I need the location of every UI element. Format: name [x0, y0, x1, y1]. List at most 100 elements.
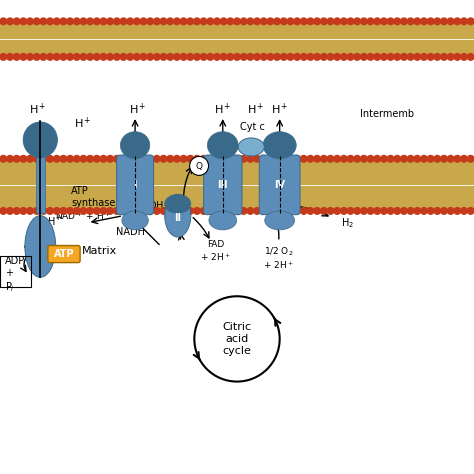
Circle shape	[267, 155, 273, 162]
Bar	[36, 156, 45, 213]
Circle shape	[387, 208, 394, 214]
Circle shape	[167, 18, 173, 25]
Circle shape	[301, 18, 307, 25]
Circle shape	[113, 208, 120, 214]
Circle shape	[214, 18, 220, 25]
Ellipse shape	[264, 211, 294, 230]
Ellipse shape	[122, 211, 148, 230]
Circle shape	[0, 54, 7, 60]
Circle shape	[381, 54, 387, 60]
Circle shape	[441, 18, 447, 25]
Circle shape	[441, 208, 447, 214]
Circle shape	[187, 208, 193, 214]
Circle shape	[140, 208, 147, 214]
Circle shape	[60, 54, 67, 60]
Circle shape	[234, 155, 240, 162]
Circle shape	[281, 155, 287, 162]
Circle shape	[281, 208, 287, 214]
Circle shape	[320, 54, 327, 60]
Text: H$^+$: H$^+$	[47, 215, 63, 228]
Circle shape	[127, 54, 134, 60]
Circle shape	[467, 155, 474, 162]
Circle shape	[394, 208, 401, 214]
Circle shape	[120, 155, 127, 162]
Circle shape	[160, 155, 167, 162]
Circle shape	[13, 155, 20, 162]
Circle shape	[434, 208, 441, 214]
Circle shape	[394, 54, 401, 60]
Circle shape	[441, 155, 447, 162]
Circle shape	[113, 18, 120, 25]
Circle shape	[387, 54, 394, 60]
Circle shape	[287, 208, 294, 214]
Circle shape	[73, 18, 80, 25]
Circle shape	[67, 54, 73, 60]
Circle shape	[160, 208, 167, 214]
Circle shape	[33, 208, 40, 214]
Circle shape	[207, 54, 214, 60]
Circle shape	[374, 54, 381, 60]
Circle shape	[454, 208, 461, 214]
Circle shape	[120, 54, 127, 60]
Circle shape	[220, 54, 227, 60]
Circle shape	[0, 208, 7, 214]
Circle shape	[247, 18, 254, 25]
Circle shape	[381, 155, 387, 162]
Text: ATP: ATP	[54, 249, 74, 259]
Circle shape	[434, 155, 441, 162]
Circle shape	[320, 155, 327, 162]
Circle shape	[461, 54, 467, 60]
Circle shape	[60, 208, 67, 214]
Circle shape	[467, 54, 474, 60]
Circle shape	[394, 155, 401, 162]
Circle shape	[40, 208, 47, 214]
Circle shape	[87, 54, 93, 60]
Text: Citric
acid
cycle: Citric acid cycle	[222, 322, 252, 356]
FancyBboxPatch shape	[48, 246, 80, 263]
Circle shape	[100, 54, 107, 60]
Circle shape	[100, 155, 107, 162]
Circle shape	[420, 54, 427, 60]
Circle shape	[247, 208, 254, 214]
Circle shape	[40, 18, 47, 25]
Circle shape	[234, 54, 240, 60]
Circle shape	[301, 155, 307, 162]
Circle shape	[180, 18, 187, 25]
Circle shape	[454, 18, 461, 25]
Circle shape	[134, 54, 140, 60]
Ellipse shape	[165, 194, 191, 213]
Circle shape	[87, 155, 93, 162]
Circle shape	[207, 155, 214, 162]
Circle shape	[201, 208, 207, 214]
Circle shape	[220, 155, 227, 162]
Circle shape	[160, 18, 167, 25]
Circle shape	[240, 54, 247, 60]
Circle shape	[267, 208, 273, 214]
Circle shape	[420, 155, 427, 162]
Circle shape	[220, 18, 227, 25]
Circle shape	[340, 208, 347, 214]
Circle shape	[7, 208, 13, 214]
Circle shape	[374, 208, 381, 214]
Circle shape	[454, 54, 461, 60]
Circle shape	[40, 155, 47, 162]
Bar	[0, 21, 474, 57]
Circle shape	[127, 18, 134, 25]
Circle shape	[227, 208, 234, 214]
Circle shape	[87, 208, 93, 214]
FancyBboxPatch shape	[203, 155, 242, 215]
Circle shape	[301, 54, 307, 60]
Circle shape	[274, 208, 281, 214]
Circle shape	[434, 18, 441, 25]
Text: NADH: NADH	[116, 227, 145, 237]
Circle shape	[361, 208, 367, 214]
Circle shape	[154, 18, 160, 25]
Circle shape	[134, 18, 140, 25]
Text: H$^+$: H$^+$	[128, 101, 146, 117]
Circle shape	[314, 54, 320, 60]
FancyBboxPatch shape	[259, 155, 300, 215]
Circle shape	[354, 208, 361, 214]
Text: Intermemb: Intermemb	[360, 109, 414, 119]
Circle shape	[13, 208, 20, 214]
Text: ATP
synthase: ATP synthase	[71, 186, 116, 208]
